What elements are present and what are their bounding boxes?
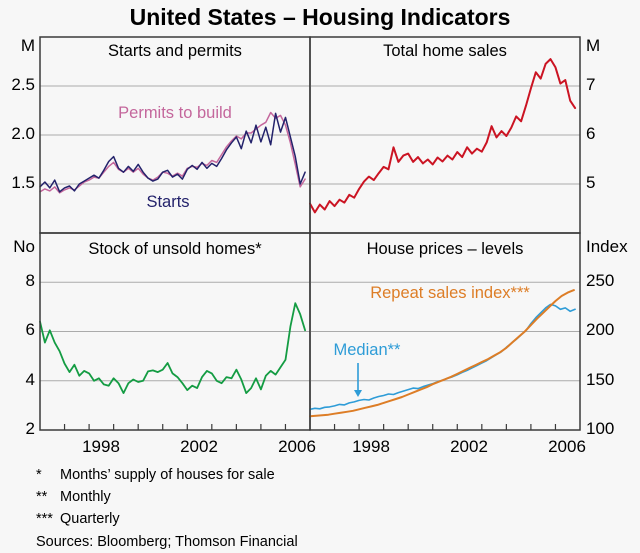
footnote-text: Months’ supply of houses for sale bbox=[60, 467, 275, 483]
xtick-label-2002: 2002 bbox=[450, 437, 488, 456]
series-label-repeat-sales: Repeat sales index*** bbox=[370, 284, 530, 302]
footnotes: * Months’ supply of houses for sale ** M… bbox=[36, 464, 616, 553]
y-unit-label-bottom-left: No bbox=[13, 237, 35, 256]
series-label-permits: Permits to build bbox=[118, 104, 232, 122]
footnote-marker: * bbox=[36, 467, 42, 483]
series-label-median: Median** bbox=[333, 341, 401, 359]
y-unit-label-bottom-right: Index bbox=[586, 237, 628, 256]
footnote-row: *** Quarterly bbox=[36, 508, 616, 530]
ytick-label: 2.5 bbox=[11, 75, 35, 94]
series-label-starts: Starts bbox=[146, 193, 190, 211]
footnote-text: Monthly bbox=[60, 489, 111, 506]
ytick-label: 2 bbox=[25, 419, 35, 438]
ytick-label: 250 bbox=[586, 271, 615, 290]
footnote-marker: *** bbox=[36, 511, 53, 528]
ytick-label: 1.5 bbox=[11, 173, 35, 192]
panel-title-starts-permits: Starts and permits bbox=[108, 42, 242, 60]
ytick-label: 7 bbox=[586, 75, 596, 94]
footnote-text: Quarterly bbox=[60, 511, 120, 528]
y-unit-label-top-left: M bbox=[20, 36, 35, 55]
xtick-label-2006: 2006 bbox=[278, 437, 316, 456]
ytick-label: 5 bbox=[586, 173, 596, 192]
ytick-label: 6 bbox=[25, 320, 35, 339]
panel-title-stock-unsold: Stock of unsold homes* bbox=[88, 240, 262, 258]
page-title: United States – Housing Indicators bbox=[129, 4, 511, 30]
ytick-label: 6 bbox=[586, 124, 596, 143]
sources-line: Sources: Bloomberg; Thomson Financial bbox=[36, 531, 616, 553]
ytick-label: 2.0 bbox=[11, 124, 35, 143]
footnote-row: ** Monthly bbox=[36, 486, 616, 508]
xtick-label-2002: 2002 bbox=[180, 437, 218, 456]
ytick-label: 200 bbox=[586, 320, 615, 339]
footnote-marker: ** bbox=[36, 489, 48, 506]
xtick-label-1998: 1998 bbox=[82, 437, 120, 456]
ytick-label: 150 bbox=[586, 370, 615, 389]
xtick-label-1998: 1998 bbox=[352, 437, 390, 456]
xtick-label-2006: 2006 bbox=[548, 437, 586, 456]
panel-title-house-prices: House prices – levels bbox=[366, 240, 524, 258]
footnote-row: * Months’ supply of houses for sale bbox=[36, 464, 616, 486]
ytick-label: 100 bbox=[586, 419, 615, 438]
sources-text: Sources: Bloomberg; Thomson Financial bbox=[36, 533, 298, 550]
y-unit-label-top-right: M bbox=[586, 36, 601, 55]
panel-title-total-home-sales: Total home sales bbox=[383, 42, 507, 60]
ytick-label: 4 bbox=[25, 370, 35, 389]
ytick-label: 8 bbox=[25, 271, 35, 290]
